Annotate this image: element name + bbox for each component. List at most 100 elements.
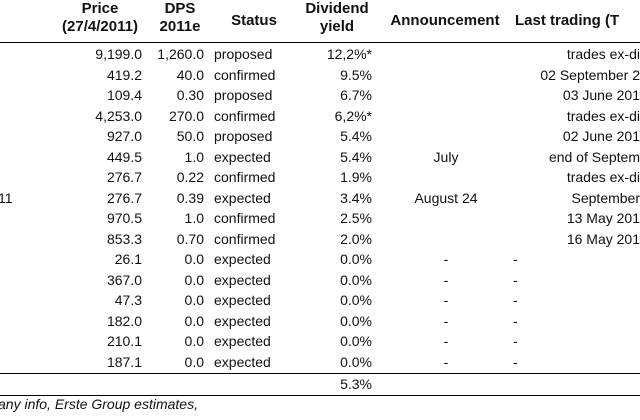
row-price: 182.0 <box>106 312 142 329</box>
row-name <box>0 65 28 86</box>
row-announcement <box>390 65 502 86</box>
row-price: 927.0 <box>106 128 142 144</box>
row-status: expected <box>214 251 271 267</box>
row-price: 109.4 <box>106 87 142 103</box>
row-price: 4,253.0 <box>95 107 142 124</box>
row-last-trading-dash <box>513 188 527 209</box>
table-row: 276.7 0.22 confirmed 1.9% trades ex-di <box>0 167 640 188</box>
row-last-trading-dash <box>513 106 527 127</box>
row-dividend-yield: 3.4% <box>340 189 372 206</box>
row-name <box>0 44 28 65</box>
dps-header-line2: 2011e <box>159 18 201 35</box>
table-row: 419.2 40.0 confirmed 9.5% 02 September 2 <box>0 65 640 86</box>
row-status: expected <box>214 312 271 329</box>
row-last-trading-dash <box>513 147 527 168</box>
row-announcement: August 24 <box>414 189 478 206</box>
row-announcement <box>390 229 502 250</box>
row-name <box>0 290 28 311</box>
row-last-trading-dash <box>513 208 527 229</box>
row-dps: 0.0 <box>184 292 204 308</box>
row-name <box>0 106 28 127</box>
row-dps: 1,260.0 <box>157 46 204 62</box>
row-dps: 40.0 <box>176 66 204 83</box>
yield-header-line2: yield <box>319 18 355 35</box>
total-yield: 5.3% <box>340 376 372 392</box>
row-dividend-yield: 0.0% <box>340 353 372 370</box>
row-last-trading: 03 June 201 <box>562 87 640 103</box>
row-last-trading: trades ex-di <box>566 46 640 62</box>
row-price: 853.3 <box>106 230 142 247</box>
dps-header-line1: DPS <box>164 0 196 17</box>
row-dividend-yield: 0.0% <box>340 251 372 267</box>
row-price: 276.7 <box>106 189 142 206</box>
row-price: 367.0 <box>106 271 142 288</box>
row-price: 9,199.0 <box>95 46 142 62</box>
row-name <box>0 126 28 147</box>
row-last-trading-dash <box>513 167 527 188</box>
row-name <box>0 208 28 229</box>
row-dps: 1.0 <box>184 210 204 226</box>
row-status: proposed <box>214 128 273 144</box>
row-dps: 0.0 <box>184 271 204 288</box>
row-status: expected <box>214 353 271 370</box>
row-name <box>0 229 28 250</box>
row-status: expected <box>214 148 271 165</box>
row-announcement <box>390 85 502 106</box>
row-dps: 0.39 <box>176 189 204 206</box>
row-price: 47.3 <box>114 292 142 308</box>
row-price: 210.1 <box>106 333 142 349</box>
row-status: confirmed <box>214 169 276 185</box>
row-dps: 1.0 <box>184 148 204 165</box>
row-dividend-yield: 0.0% <box>340 292 372 308</box>
table-row: 11 276.7 0.39 expected 3.4% August 24 Septembe… <box>0 188 640 209</box>
table-row: 927.0 50.0 proposed 5.4% 02 June 201 <box>0 126 640 147</box>
table-row: 970.5 1.0 confirmed 2.5% 13 May 201 <box>0 208 640 229</box>
table-row: 367.0 0.0 expected 0.0% - - <box>0 270 640 291</box>
row-status: confirmed <box>214 107 276 124</box>
row-last-trading-dash <box>513 85 527 106</box>
row-status: confirmed <box>214 210 276 226</box>
row-status: confirmed <box>214 66 276 83</box>
price-header-line1: Price <box>81 0 119 17</box>
row-dps: 50.0 <box>176 128 204 144</box>
row-last-trading-dash: - <box>513 271 518 288</box>
row-last-trading: 02 September 2 <box>540 66 640 83</box>
row-status: expected <box>214 189 271 206</box>
row-last-trading-dash: - <box>513 292 518 308</box>
row-announcement: - <box>443 333 449 349</box>
row-last-trading: 16 May 201 <box>566 230 640 247</box>
row-announcement <box>390 44 502 65</box>
row-announcement <box>390 106 502 127</box>
total-divider <box>0 373 640 374</box>
row-dividend-yield: 5.4% <box>340 148 372 165</box>
row-name <box>0 85 28 106</box>
column-header-last-trading: Last trading (T <box>515 12 620 29</box>
table-row: 4,253.0 270.0 confirmed 6,2%* trades ex-di <box>0 106 640 127</box>
row-last-trading-dash: - <box>513 312 518 329</box>
row-dividend-yield: 6,2%* <box>334 107 372 124</box>
row-dps: 0.30 <box>176 87 204 103</box>
row-last-trading-dash <box>513 126 527 147</box>
row-dps: 0.22 <box>176 169 204 185</box>
row-dividend-yield: 9.5% <box>340 66 372 83</box>
row-status: expected <box>214 333 271 349</box>
row-dividend-yield: 5.4% <box>340 128 372 144</box>
row-announcement <box>390 126 502 147</box>
row-dividend-yield: 12,2%* <box>326 46 372 62</box>
table-row: 9,199.0 1,260.0 proposed 12,2%* trades ex-di <box>0 44 640 65</box>
row-announcement: - <box>443 353 449 370</box>
row-last-trading-dash <box>513 44 527 65</box>
row-last-trading-dash: - <box>513 353 518 370</box>
row-last-trading-dash: - <box>513 251 518 267</box>
row-status: confirmed <box>214 230 276 247</box>
row-price: 26.1 <box>114 251 142 267</box>
table-row: 187.1 0.0 expected 0.0% - - <box>0 352 640 373</box>
row-dividend-yield: 1.9% <box>340 169 372 185</box>
footnote: any info, Erste Group estimates, <box>0 396 198 412</box>
table-row: 210.1 0.0 expected 0.0% - - <box>0 331 640 352</box>
row-announcement: - <box>443 251 449 267</box>
row-last-trading: 13 May 201 <box>566 210 640 226</box>
row-name <box>0 249 28 270</box>
column-header-announcement: Announcement <box>390 12 500 29</box>
footer-divider <box>0 395 640 396</box>
